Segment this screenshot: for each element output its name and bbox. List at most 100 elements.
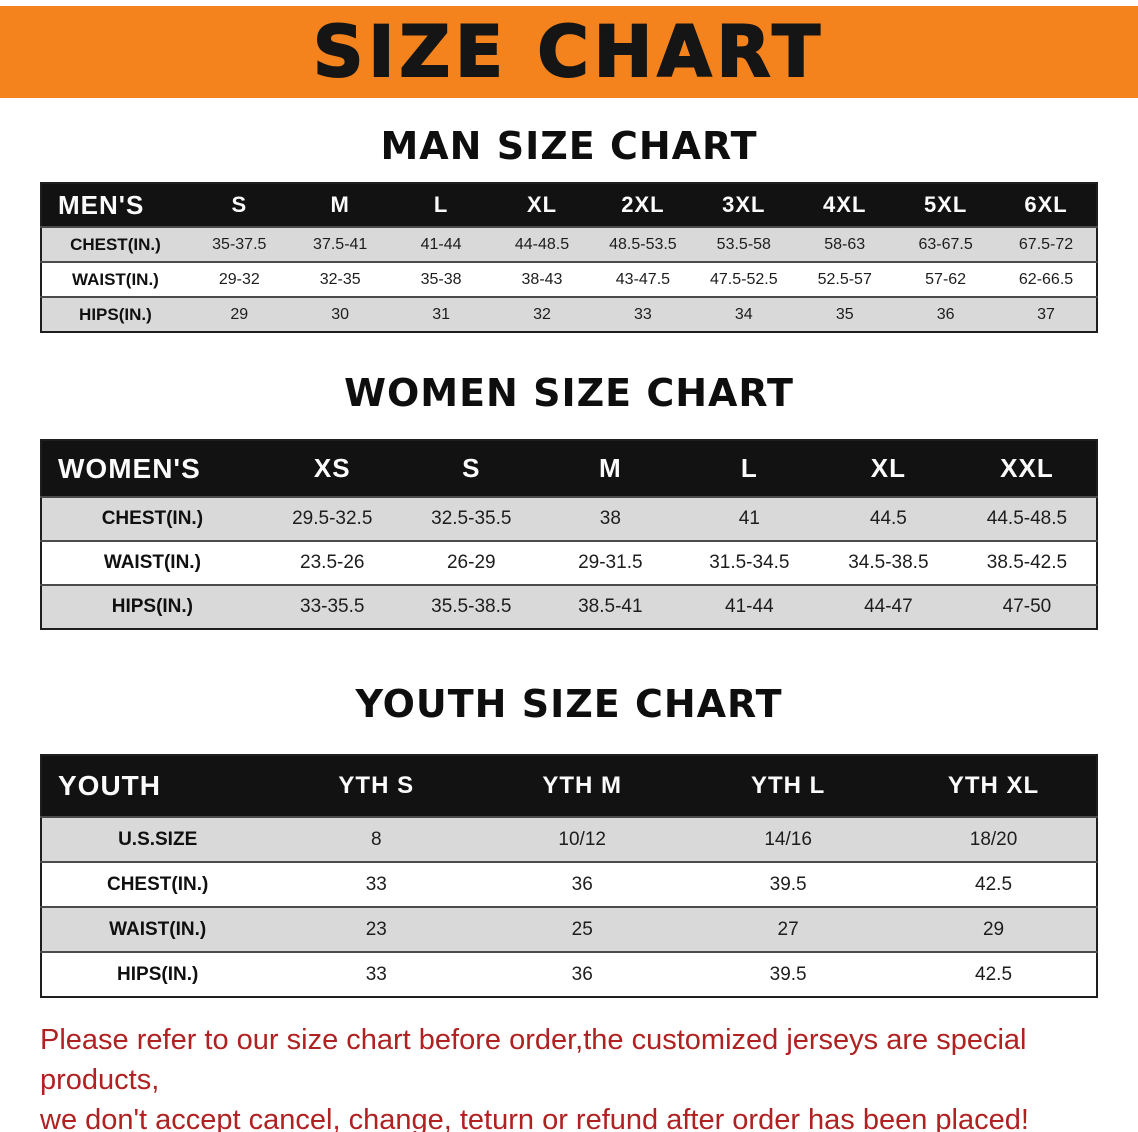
measurement-row: CHEST(IN.) 33 36 39.5 42.5 (41, 862, 1097, 907)
banner-title: SIZE CHART (312, 10, 826, 94)
size-column-header: M (330, 192, 350, 217)
measurement-value-cell: 62-66.5 (1018, 270, 1074, 288)
women-table-body: CHEST(IN.) 29.5-32.5 32.5-35.5 38 41 44.5 44.5… (41, 497, 1097, 629)
measurement-value-cell: 44-47 (864, 596, 913, 617)
measurement-row: WAIST(IN.) 23.5-26 26-29 29-31.5 31.5-34.5 34… (41, 541, 1097, 585)
measurement-value-cell: 29.5-32.5 (292, 508, 373, 529)
men-table-body: CHEST(IN.) 35-37.5 37.5-41 41-44 44-48.5 48.5… (41, 227, 1097, 332)
measurement-value-cell: 35 (835, 305, 854, 323)
banner: SIZE CHART (0, 6, 1138, 98)
header-row: YOUTH YTH S YTH M YTH L YTH XL (41, 755, 1097, 817)
measurement-value-cell: 57-62 (925, 270, 967, 288)
note-line-1: Please refer to our size chart before or… (40, 1024, 1027, 1097)
measurement-label-cell: WAIST(IN.) (71, 269, 159, 289)
youth-table-body: U.S.SIZE 8 10/12 14/16 18/20 CHEST(IN.) 33 36 39… (41, 817, 1097, 997)
measurement-value-cell: 34.5-38.5 (848, 552, 929, 573)
measurement-row: WAIST(IN.) 23 25 27 29 (41, 907, 1097, 952)
measurement-value-cell: 35-38 (420, 270, 462, 288)
measurement-value-cell: 27 (777, 918, 799, 940)
measurement-value-cell: 31.5-34.5 (709, 552, 790, 573)
measurement-value-cell: 41-44 (420, 235, 462, 253)
table-title-cell: YOUTH (58, 770, 161, 801)
measurement-value-cell: 38.5-41 (578, 596, 643, 617)
measurement-row: HIPS(IN.) 29 30 31 32 33 34 35 36 37 (41, 297, 1097, 332)
size-column-header: XS (313, 453, 351, 483)
measurement-value-cell: 23.5-26 (300, 552, 365, 573)
measurement-value-cell: 33 (634, 305, 652, 323)
measurement-value-cell: 23 (365, 918, 387, 940)
measurement-value-cell: 42.5 (975, 873, 1013, 895)
measurement-label-cell: WAIST(IN.) (103, 552, 201, 573)
measurement-value-cell: 58-63 (824, 235, 866, 253)
size-column-header: XL (526, 192, 558, 217)
size-column-header: L (740, 453, 758, 483)
header-row: MEN'S S M L XL 2XL 3XL 4XL 5XL 6XL (41, 183, 1097, 227)
measurement-row: CHEST(IN.) 35-37.5 37.5-41 41-44 44-48.5 48.5… (41, 227, 1097, 262)
measurement-value-cell: 32.5-35.5 (431, 508, 512, 529)
size-column-header: 4XL (823, 192, 867, 217)
measurement-value-cell: 44.5 (869, 508, 907, 529)
measurement-value-cell: 36 (571, 963, 593, 985)
measurement-label-cell: HIPS(IN.) (79, 304, 152, 324)
women-table-header: WOMEN'S XS S M L XL XXL (41, 440, 1097, 497)
size-column-header: S (462, 453, 481, 483)
measurement-value-cell: 43-47.5 (615, 270, 671, 288)
measurement-value-cell: 35.5-38.5 (431, 596, 512, 617)
table-title-cell: WOMEN'S (58, 452, 201, 484)
measurement-value-cell: 47.5-52.5 (710, 270, 778, 288)
measurement-value-cell: 36 (571, 873, 593, 895)
measurement-value-cell: 33 (365, 963, 387, 985)
measurement-value-cell: 33-35.5 (300, 596, 365, 617)
measurement-value-cell: 34 (734, 305, 753, 323)
youth-size-table: YOUTH YTH S YTH M YTH L YTH XL U.S.SIZE 8 10/1… (40, 754, 1098, 998)
measurement-value-cell: 25 (571, 918, 593, 940)
measurement-value-cell: 48.5-53.5 (609, 235, 677, 253)
measurement-value-cell: 39.5 (769, 963, 807, 985)
women-section-heading: WOMEN SIZE CHART (344, 371, 794, 415)
size-column-header: XL (870, 453, 906, 483)
measurement-value-cell: 39.5 (769, 873, 807, 895)
measurement-value-cell: 38 (599, 508, 621, 529)
measurement-value-cell: 53.5-58 (716, 235, 771, 253)
measurement-value-cell: 52.5-57 (817, 270, 872, 288)
size-column-header: 3XL (722, 192, 766, 217)
size-column-header: S (231, 192, 248, 217)
measurement-value-cell: 18/20 (969, 828, 1018, 850)
measurement-label-cell: CHEST(IN.) (70, 234, 161, 254)
measurement-row: HIPS(IN.) 33-35.5 35.5-38.5 38.5-41 41-44 44-… (41, 585, 1097, 629)
disclaimer-note: Please refer to our size chart before or… (40, 1020, 1098, 1132)
size-column-header: 2XL (621, 192, 665, 217)
men-size-table: MEN'S S M L XL 2XL 3XL 4XL 5XL 6XL CHEST(IN.) 35-3… (40, 182, 1098, 333)
measurement-value-cell: 41-44 (725, 596, 774, 617)
women-section: WOMEN SIZE CHART WOMEN'S XS S M L XL XXL CHEST… (0, 371, 1138, 630)
youth-section-heading: YOUTH SIZE CHART (355, 682, 783, 726)
size-column-header: YTH M (542, 772, 623, 799)
size-chart-page: SIZE CHART MAN SIZE CHART MEN'S S M L XL 2XL 3… (0, 6, 1138, 1132)
header-row: WOMEN'S XS S M L XL XXL (41, 440, 1097, 497)
measurement-value-cell: 10/12 (558, 828, 606, 850)
measurement-value-cell: 37.5-41 (313, 235, 368, 253)
size-column-header: YTH S (338, 772, 415, 799)
men-table-header: MEN'S S M L XL 2XL 3XL 4XL 5XL 6XL (41, 183, 1097, 227)
measurement-label-cell: U.S.SIZE (118, 828, 198, 850)
women-size-table: WOMEN'S XS S M L XL XXL CHEST(IN.) 29.5-32.5 32.… (40, 439, 1098, 630)
size-column-header: L (433, 192, 449, 217)
measurement-value-cell: 8 (370, 828, 382, 850)
measurement-value-cell: 30 (331, 305, 350, 323)
size-column-header: M (598, 453, 622, 483)
measurement-value-cell: 44.5-48.5 (986, 508, 1068, 529)
measurement-value-cell: 33 (365, 873, 387, 895)
note-line-2: we don't accept cancel, change, teturn o… (40, 1104, 1029, 1132)
size-column-header: YTH XL (947, 772, 1040, 799)
measurement-row: WAIST(IN.) 29-32 32-35 35-38 38-43 43-47.5 47.… (41, 262, 1097, 297)
measurement-row: HIPS(IN.) 33 36 39.5 42.5 (41, 952, 1097, 997)
men-section-heading: MAN SIZE CHART (380, 124, 758, 168)
measurement-label-cell: HIPS(IN.) (111, 596, 194, 617)
size-column-header: 5XL (923, 192, 968, 217)
measurement-value-cell: 29 (982, 918, 1005, 940)
measurement-value-cell: 14/16 (764, 828, 812, 850)
measurement-value-cell: 38-43 (521, 270, 563, 288)
measurement-value-cell: 35-37.5 (212, 235, 267, 253)
measurement-label-cell: HIPS(IN.) (117, 963, 199, 985)
measurement-value-cell: 42.5 (975, 963, 1013, 985)
